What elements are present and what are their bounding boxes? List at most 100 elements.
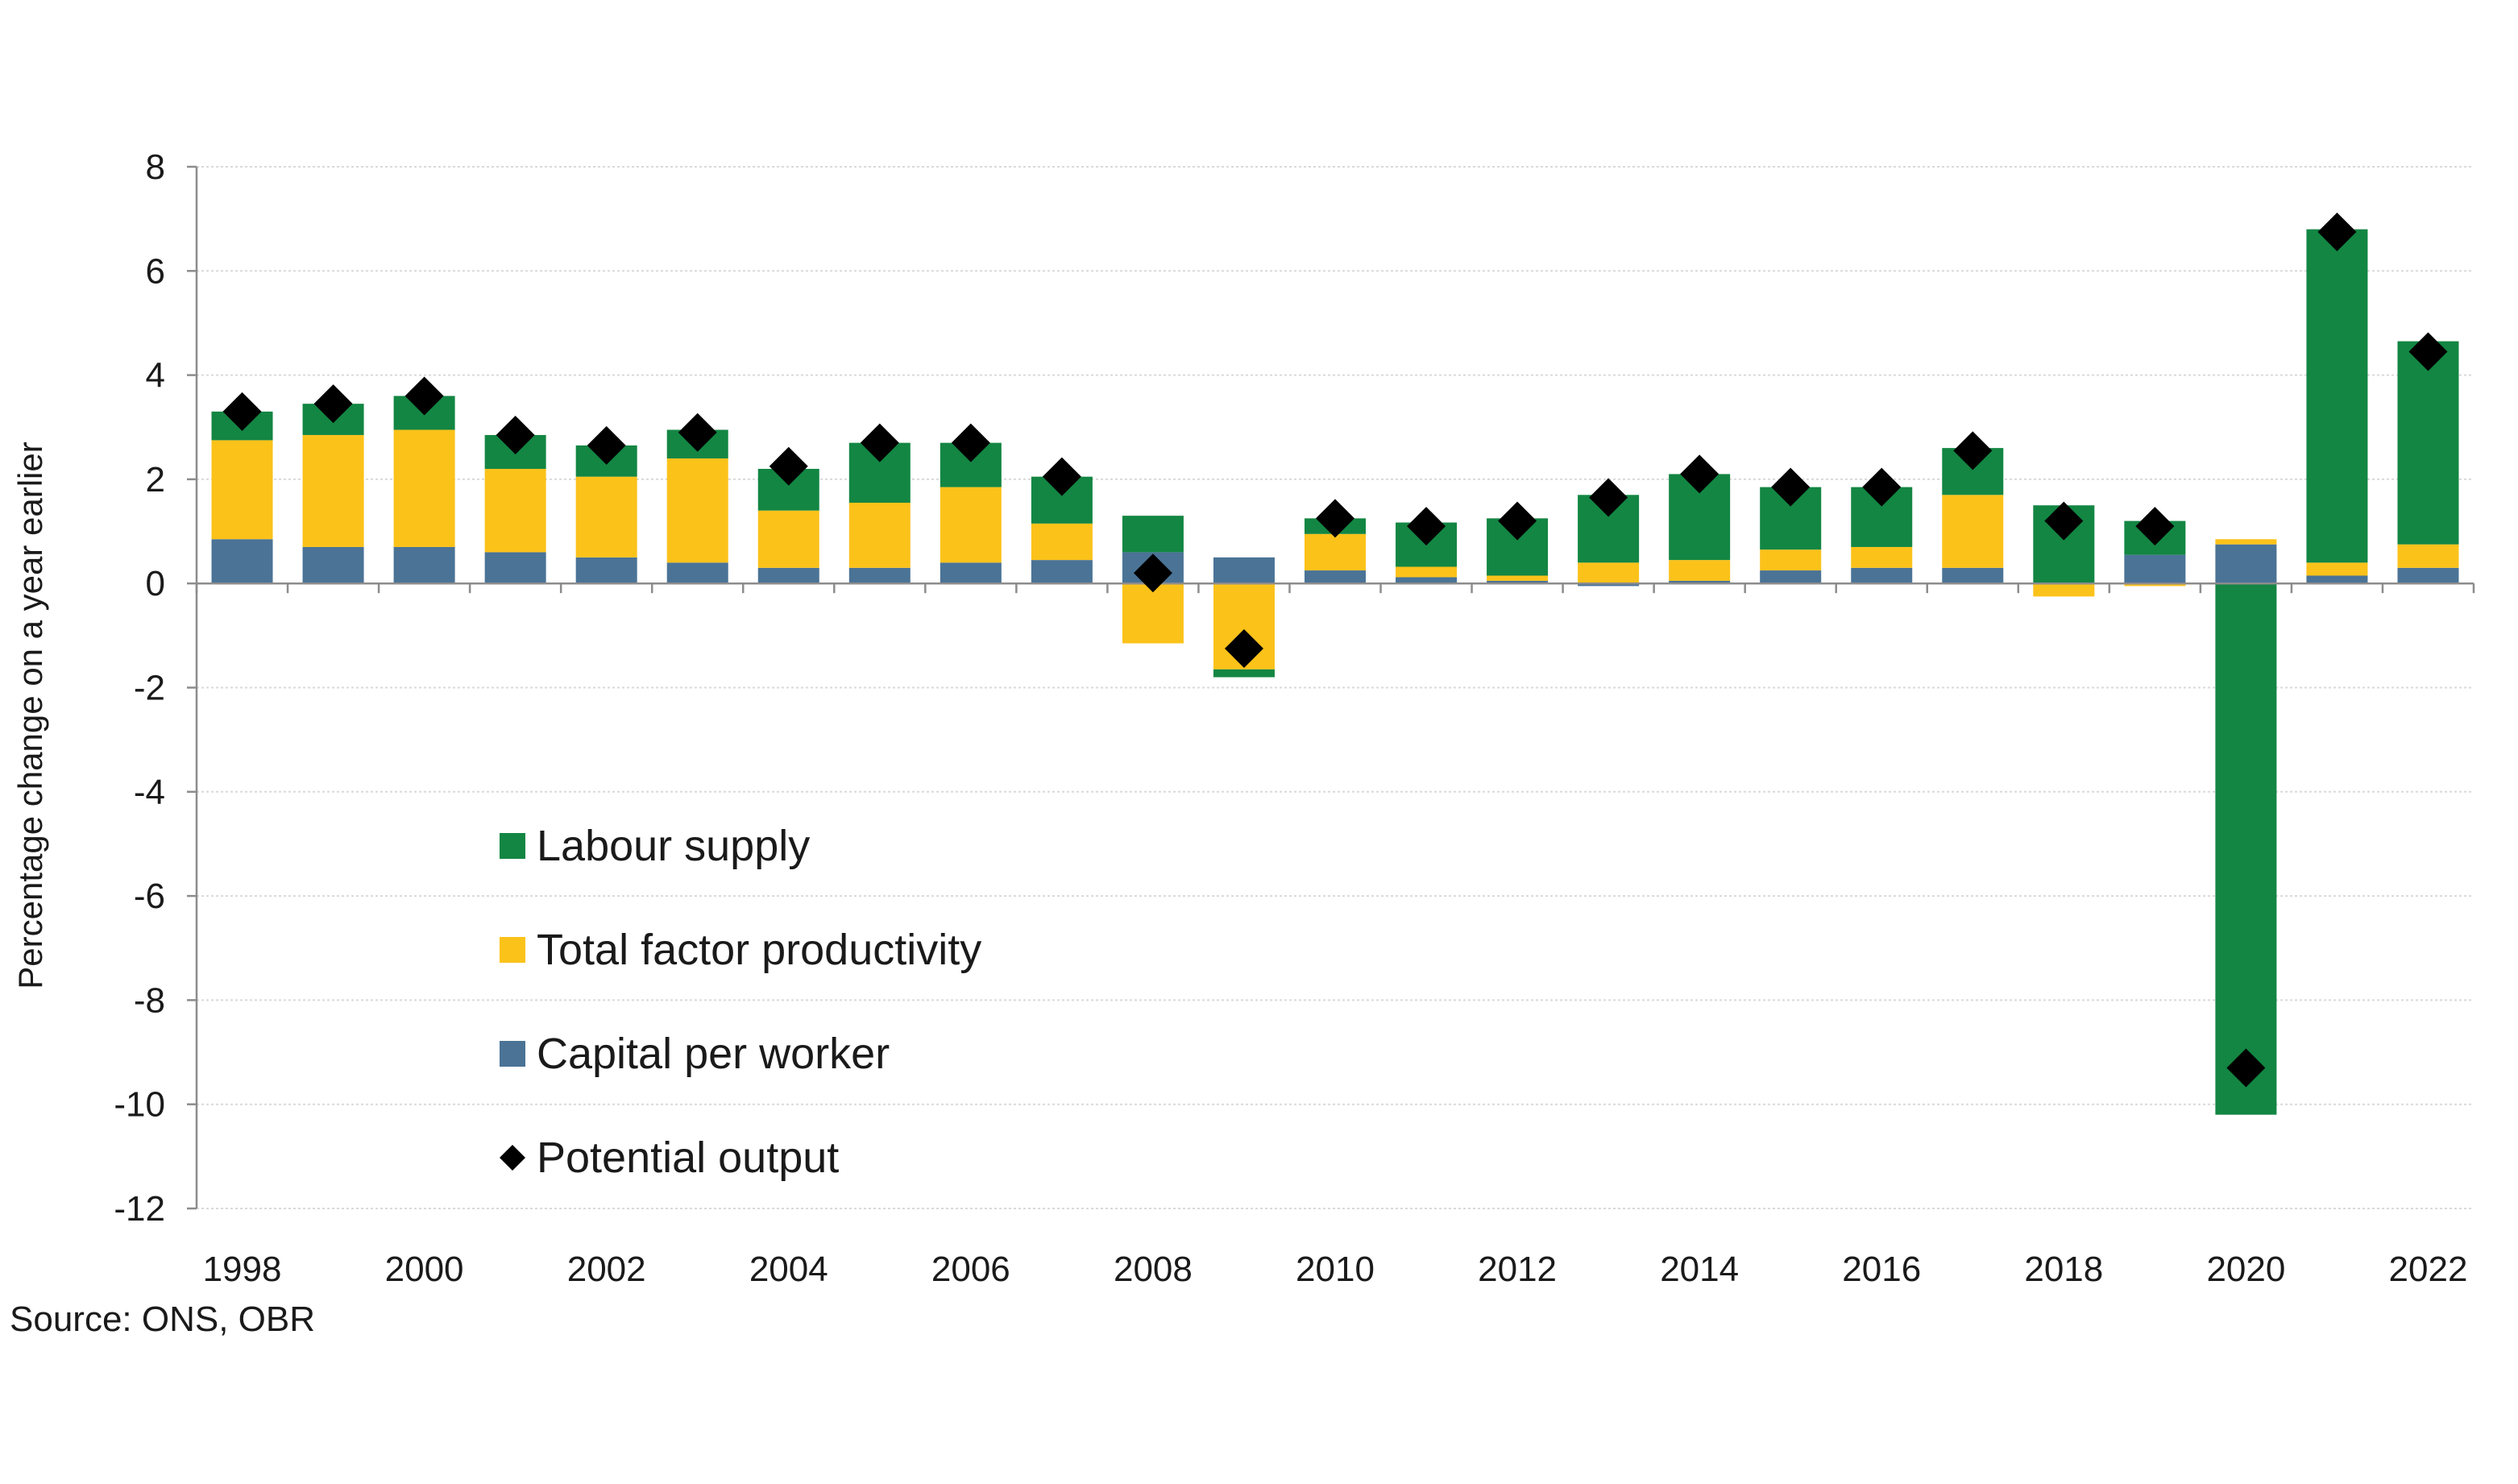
bar-capital-per-worker-2013 bbox=[1578, 583, 1640, 587]
bar-total-factor-productivity-2011 bbox=[1396, 566, 1458, 578]
bar-total-factor-productivity-2004 bbox=[757, 510, 819, 568]
potential-output-marker-2002 bbox=[587, 425, 626, 465]
legend-label-total-factor-productivity: Total factor productivity bbox=[537, 926, 981, 974]
bar-total-factor-productivity-1999 bbox=[302, 434, 364, 547]
bar-total-factor-productivity-2005 bbox=[848, 502, 911, 568]
bar-labour-supply-2009 bbox=[1213, 669, 1275, 678]
bar-total-factor-productivity-2017 bbox=[1942, 495, 2004, 568]
x-tick-label: 2016 bbox=[1842, 1250, 1921, 1289]
bar-capital-per-worker-2003 bbox=[666, 562, 728, 584]
bar-total-factor-productivity-2016 bbox=[1851, 546, 1913, 568]
bar-total-factor-productivity-2007 bbox=[1031, 523, 1093, 561]
bar-total-factor-productivity-1998 bbox=[211, 440, 273, 540]
legend-swatch-capital-per-worker bbox=[500, 1041, 525, 1067]
bar-capital-per-worker-2010 bbox=[1305, 570, 1366, 584]
bar-capital-per-worker-1999 bbox=[302, 546, 364, 584]
bar-total-factor-productivity-2015 bbox=[1760, 549, 1822, 571]
bar-capital-per-worker-2016 bbox=[1851, 567, 1913, 584]
potential-output-marker-2017 bbox=[1953, 431, 1993, 470]
bar-capital-per-worker-2005 bbox=[848, 567, 911, 584]
x-tick-label: 2004 bbox=[749, 1250, 828, 1289]
axes bbox=[187, 165, 2475, 1210]
bar-capital-per-worker-2017 bbox=[1942, 567, 2004, 584]
potential-output-marker-2015 bbox=[1771, 467, 1811, 507]
potential-output-marker-2007 bbox=[1042, 457, 1081, 496]
bar-capital-per-worker-2020 bbox=[2215, 544, 2277, 584]
legend-swatch-labour-supply bbox=[500, 833, 525, 859]
y-tick-label: -8 bbox=[134, 980, 165, 1020]
x-tick-label: 2012 bbox=[1478, 1250, 1557, 1289]
bars bbox=[211, 229, 2459, 1115]
potential-output-marker-2014 bbox=[1680, 454, 1719, 494]
potential-output-marker-2019 bbox=[2135, 507, 2175, 546]
potential-output-marker-2016 bbox=[1862, 467, 1902, 507]
bar-total-factor-productivity-2002 bbox=[575, 476, 637, 558]
bar-capital-per-worker-2002 bbox=[575, 557, 637, 584]
bar-capital-per-worker-2015 bbox=[1760, 570, 1822, 584]
x-tick-label: 2010 bbox=[1296, 1250, 1375, 1289]
legend-swatch-total-factor-productivity bbox=[500, 937, 525, 963]
potential-output-marker-2021 bbox=[2317, 212, 2357, 251]
x-tick-labels: 1998 2000 2002 2004 2006 2008 2010 2012 2014 2016… bbox=[203, 1250, 2468, 1289]
bar-total-factor-productivity-2003 bbox=[666, 458, 728, 563]
bar-capital-per-worker-2007 bbox=[1031, 560, 1093, 584]
x-tick-label: 2022 bbox=[2389, 1250, 2468, 1289]
x-tick-label: 2002 bbox=[567, 1250, 646, 1289]
bar-total-factor-productivity-2018 bbox=[2033, 583, 2095, 597]
bar-total-factor-productivity-2020 bbox=[2215, 539, 2277, 545]
potential-output-marker-2009 bbox=[1224, 629, 1263, 669]
potential-output-marker-2008 bbox=[1133, 553, 1172, 593]
y-tick-label: 0 bbox=[146, 564, 165, 603]
bar-total-factor-productivity-2019 bbox=[2124, 583, 2186, 587]
y-tick-label: -12 bbox=[114, 1189, 165, 1229]
legend-label-potential-output: Potential output bbox=[537, 1134, 839, 1182]
y-tick-label: 4 bbox=[146, 356, 165, 396]
legend: Labour supply Total factor productivity Ca… bbox=[500, 822, 981, 1182]
bar-total-factor-productivity-2001 bbox=[484, 468, 546, 553]
potential-output-marker-2000 bbox=[404, 376, 444, 416]
bar-total-factor-productivity-2010 bbox=[1305, 533, 1366, 571]
bar-total-factor-productivity-2013 bbox=[1578, 562, 1640, 584]
x-tick-label: 2000 bbox=[385, 1250, 464, 1289]
potential-output-marker-2012 bbox=[1498, 501, 1537, 541]
y-tick-label: 6 bbox=[146, 251, 165, 291]
bar-total-factor-productivity-2006 bbox=[940, 487, 1002, 563]
bar-capital-per-worker-2004 bbox=[757, 567, 819, 584]
x-tick-label: 2008 bbox=[1114, 1250, 1193, 1289]
potential-output-marker-2013 bbox=[1589, 478, 1628, 517]
potential-output-marker-2005 bbox=[860, 423, 899, 462]
bar-capital-per-worker-2021 bbox=[2306, 575, 2368, 584]
bar-capital-per-worker-2009 bbox=[1213, 557, 1275, 584]
potential-output-marker-2022 bbox=[2408, 332, 2448, 371]
y-tick-label: -6 bbox=[134, 877, 165, 916]
potential-output-marker-2010 bbox=[1316, 499, 1354, 538]
bar-capital-per-worker-2000 bbox=[393, 546, 455, 584]
y-tick-label: 2 bbox=[146, 460, 165, 500]
bar-capital-per-worker-1998 bbox=[211, 539, 273, 584]
x-tick-label: 2020 bbox=[2206, 1250, 2285, 1289]
potential-output-marker-1999 bbox=[313, 384, 353, 424]
bar-total-factor-productivity-2014 bbox=[1669, 560, 1731, 581]
y-tick-label: -10 bbox=[114, 1085, 165, 1125]
bar-capital-per-worker-2012 bbox=[1487, 580, 1549, 584]
bar-total-factor-productivity-2000 bbox=[393, 429, 455, 547]
bar-labour-supply-2020 bbox=[2215, 583, 2277, 1115]
bar-capital-per-worker-2001 bbox=[484, 552, 546, 584]
y-tick-labels: 8 6 4 2 0 -2 -4 -6 -8 -10 -12 bbox=[114, 147, 165, 1229]
bar-total-factor-productivity-2022 bbox=[2397, 544, 2459, 568]
bar-labour-supply-2008 bbox=[1122, 516, 1184, 553]
potential-output-marker-2004 bbox=[769, 446, 808, 486]
potential-output-markers bbox=[222, 212, 2448, 1088]
potential-output-marker-2011 bbox=[1407, 507, 1446, 546]
x-tick-label: 2018 bbox=[2024, 1250, 2103, 1289]
legend-label-labour-supply: Labour supply bbox=[537, 822, 810, 870]
potential-output-marker-2003 bbox=[678, 412, 717, 452]
y-axis-title: Percentage change on a year earlier bbox=[11, 441, 49, 989]
potential-output-marker-2006 bbox=[951, 423, 990, 462]
bar-total-factor-productivity-2008 bbox=[1122, 583, 1184, 644]
bar-total-factor-productivity-2021 bbox=[2306, 562, 2368, 576]
bar-capital-per-worker-2019 bbox=[2124, 554, 2186, 584]
x-tick-label: 1998 bbox=[203, 1250, 282, 1289]
x-tick-label: 2006 bbox=[931, 1250, 1010, 1289]
